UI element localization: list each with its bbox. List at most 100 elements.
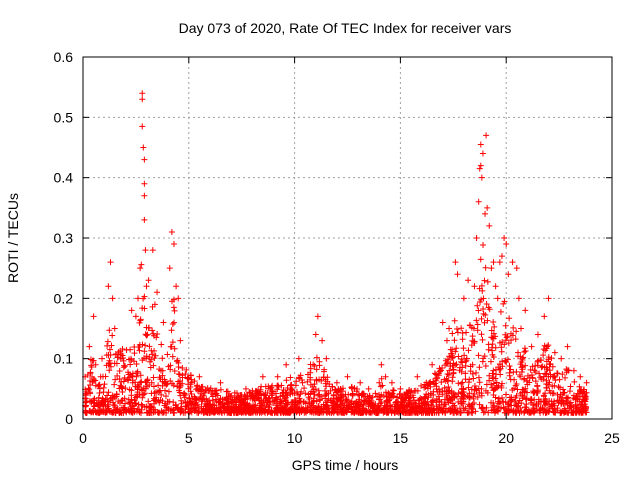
data-point <box>572 401 579 408</box>
data-point <box>536 370 543 377</box>
data-point <box>310 402 317 409</box>
data-point <box>546 405 553 412</box>
data-point <box>357 379 364 386</box>
data-point <box>211 402 218 409</box>
data-point <box>318 393 325 400</box>
data-point <box>564 409 571 416</box>
data-point <box>478 405 485 412</box>
data-point <box>446 367 453 374</box>
data-point <box>119 397 126 404</box>
data-point <box>305 391 312 398</box>
data-point <box>491 323 498 330</box>
data-point <box>399 392 406 399</box>
data-point <box>492 386 499 393</box>
data-point <box>455 353 462 360</box>
data-point <box>177 337 184 344</box>
data-point <box>321 366 328 373</box>
data-point <box>547 389 554 396</box>
data-point <box>521 345 528 352</box>
data-point <box>96 389 103 396</box>
data-point <box>397 408 404 415</box>
data-point <box>475 352 482 359</box>
data-point <box>268 392 275 399</box>
data-point <box>543 384 550 391</box>
data-point <box>537 406 544 413</box>
data-point <box>91 399 98 406</box>
chart-title: Day 073 of 2020, Rate Of TEC Index for r… <box>179 20 512 36</box>
data-point <box>171 345 178 352</box>
data-point <box>542 371 549 378</box>
data-point <box>187 388 194 395</box>
data-point <box>526 408 533 415</box>
data-point <box>311 391 318 398</box>
data-point <box>441 401 448 408</box>
data-point <box>447 363 454 370</box>
data-point <box>121 374 128 381</box>
data-point <box>100 397 107 404</box>
data-point <box>514 386 521 393</box>
data-point <box>313 398 320 405</box>
data-point <box>477 256 484 263</box>
data-point <box>524 372 531 379</box>
data-point <box>178 400 185 407</box>
data-point <box>546 361 553 368</box>
data-point <box>482 362 489 369</box>
data-point <box>557 391 564 398</box>
data-point <box>169 298 176 305</box>
data-point <box>249 387 256 394</box>
data-point <box>211 387 218 394</box>
data-point <box>182 409 189 416</box>
data-point <box>548 401 555 408</box>
y-axis-label: ROTI / TECUs <box>5 193 21 283</box>
data-point <box>454 271 461 278</box>
data-point <box>460 391 467 398</box>
data-point <box>513 392 520 399</box>
data-point <box>503 241 510 248</box>
data-point <box>377 400 384 407</box>
data-point <box>312 331 319 338</box>
data-point <box>480 295 487 302</box>
data-point <box>137 265 144 272</box>
data-point <box>124 376 131 383</box>
data-point <box>163 381 170 388</box>
data-point <box>89 409 96 416</box>
data-point <box>484 389 491 396</box>
data-point <box>204 409 211 416</box>
data-point <box>474 321 481 328</box>
data-point <box>558 355 565 362</box>
data-point <box>203 407 210 414</box>
data-point <box>87 369 94 376</box>
data-point <box>131 350 138 357</box>
data-point <box>138 401 145 408</box>
data-point <box>329 383 336 390</box>
data-point <box>127 346 134 353</box>
data-point <box>551 406 558 413</box>
data-point <box>459 379 466 386</box>
data-point <box>390 408 397 415</box>
data-point <box>194 401 201 408</box>
data-point <box>507 366 514 373</box>
data-point <box>156 374 163 381</box>
data-point <box>485 341 492 348</box>
data-point <box>490 367 497 374</box>
data-point <box>540 409 547 416</box>
data-point <box>457 409 464 416</box>
data-point <box>196 373 203 380</box>
data-point <box>369 394 376 401</box>
data-point <box>566 388 573 395</box>
data-point <box>413 402 420 409</box>
data-point <box>134 406 141 413</box>
data-point <box>313 354 320 361</box>
data-point <box>180 390 187 397</box>
data-point <box>129 373 136 380</box>
data-point <box>481 277 488 284</box>
data-point <box>148 404 155 411</box>
data-point <box>203 401 210 408</box>
data-point <box>463 357 470 364</box>
data-point <box>441 384 448 391</box>
y-tick-label: 0.4 <box>54 170 74 186</box>
data-point <box>85 385 92 392</box>
data-point <box>398 399 405 406</box>
data-point <box>144 377 151 384</box>
